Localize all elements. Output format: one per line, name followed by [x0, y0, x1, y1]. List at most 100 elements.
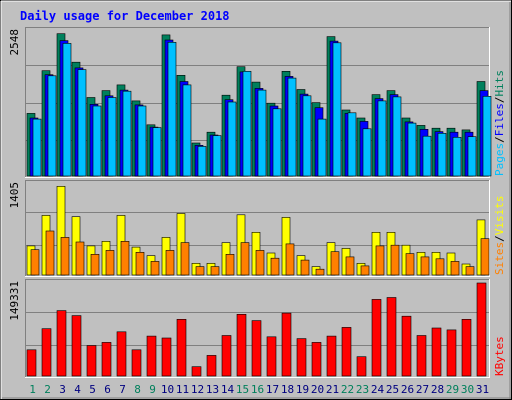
x-label-day-14: 14	[221, 383, 235, 396]
bar-sites-day-29	[450, 261, 460, 276]
bar-sites-day-27	[420, 256, 430, 276]
bar-sites-day-19	[300, 259, 310, 276]
bar-pages-day-19	[302, 95, 312, 177]
legend-separator: /	[493, 235, 506, 242]
bar-kbytes-day-9	[146, 335, 157, 377]
bar-kbytes-day-15	[236, 313, 247, 377]
legend-pages: Pages	[493, 143, 506, 176]
bar-kbytes-day-14	[221, 335, 232, 377]
bar-pages-day-1	[32, 118, 42, 177]
bar-pages-day-31	[482, 96, 492, 177]
bar-kbytes-day-27	[416, 335, 427, 377]
x-label-day-26: 26	[401, 383, 414, 396]
bar-kbytes-day-20	[311, 342, 322, 377]
bar-sites-day-31	[480, 238, 490, 276]
x-label-day-7: 7	[119, 383, 126, 396]
bar-pages-day-16	[257, 89, 267, 177]
bar-pages-day-17	[272, 108, 282, 177]
x-label-day-25: 25	[386, 383, 399, 396]
bar-pages-day-13	[212, 135, 222, 177]
x-label-day-24: 24	[371, 383, 385, 396]
bar-kbytes-day-19	[296, 338, 307, 377]
bar-pages-day-11	[182, 84, 192, 177]
bar-sites-day-30	[465, 266, 475, 276]
bar-pages-day-21	[332, 42, 342, 177]
x-label-day-12: 12	[191, 383, 204, 396]
x-label-day-4: 4	[74, 383, 81, 396]
x-label-day-23: 23	[356, 383, 369, 396]
x-label-day-2: 2	[44, 383, 51, 396]
bar-sites-day-14	[225, 254, 235, 276]
bar-kbytes-day-22	[341, 327, 352, 377]
bar-pages-day-10	[167, 41, 177, 177]
bar-sites-day-11	[180, 242, 190, 276]
x-axis-labels: 1 2 3 4 5 6 7 8 9 10 11 12 13 14 15 16 17 18 19 20 21 22 23 24 2…	[29, 383, 489, 396]
hits-panel: 2548 Pages/Files/Hits	[8, 27, 506, 178]
x-label-day-20: 20	[311, 383, 324, 396]
x-label-day-10: 10	[161, 383, 174, 396]
bar-sites-day-7	[120, 241, 130, 276]
bar-sites-day-17	[270, 257, 280, 276]
bar-kbytes-day-29	[446, 329, 457, 377]
bar-kbytes-day-24	[371, 299, 382, 377]
bar-pages-day-6	[107, 97, 117, 177]
kbytes-panel: 149331 KBytes	[8, 279, 506, 378]
x-label-day-3: 3	[59, 383, 66, 396]
bar-sites-day-28	[435, 258, 445, 276]
bar-sites-day-4	[75, 241, 85, 276]
visits-panel-ymax-label: 1405	[8, 182, 21, 209]
bar-kbytes-day-30	[461, 318, 472, 377]
bar-kbytes-day-25	[386, 297, 397, 377]
x-label-day-21: 21	[326, 383, 339, 396]
bar-sites-day-12	[195, 266, 205, 276]
x-label-day-8: 8	[134, 383, 141, 396]
bar-kbytes-day-7	[116, 331, 127, 377]
bar-pages-day-3	[62, 43, 72, 177]
bar-pages-day-8	[137, 105, 147, 177]
bar-kbytes-day-31	[476, 282, 487, 377]
bar-pages-day-12	[197, 146, 207, 177]
bar-kbytes-day-13	[206, 355, 217, 377]
bar-pages-day-4	[77, 69, 87, 177]
bar-kbytes-day-6	[101, 342, 112, 377]
bar-kbytes-day-2	[41, 328, 52, 377]
x-label-day-6: 6	[104, 383, 111, 396]
bar-kbytes-day-10	[161, 337, 172, 377]
bar-sites-day-24	[375, 245, 385, 276]
bar-pages-day-24	[377, 100, 387, 177]
bar-kbytes-day-8	[131, 349, 142, 377]
bar-kbytes-day-28	[431, 327, 442, 377]
chart-title: Daily usage for December 2018	[20, 9, 230, 23]
bar-sites-day-10	[165, 250, 175, 276]
x-label-day-27: 27	[416, 383, 429, 396]
bar-sites-day-26	[405, 253, 415, 276]
x-label-day-15: 15	[236, 383, 249, 396]
bar-sites-day-13	[210, 266, 220, 276]
bar-sites-day-23	[360, 265, 370, 276]
legend-visits: Visits	[493, 196, 506, 236]
x-label-day-5: 5	[89, 383, 96, 396]
bar-pages-day-28	[437, 133, 447, 177]
x-label-day-18: 18	[281, 383, 294, 396]
hits-panel-legend: Pages/Files/Hits	[493, 70, 506, 176]
bar-kbytes-day-4	[71, 315, 82, 377]
bar-pages-day-26	[407, 122, 417, 177]
bar-pages-day-7	[122, 90, 132, 177]
x-label-day-29: 29	[446, 383, 459, 396]
bar-pages-day-22	[347, 112, 357, 177]
hits-panel-ymax-label: 2548	[8, 29, 21, 56]
bar-kbytes-day-17	[266, 336, 277, 377]
legend-sites: Sites	[493, 242, 506, 275]
legend-separator: /	[493, 136, 506, 143]
bar-sites-day-25	[390, 244, 400, 276]
bar-kbytes-day-18	[281, 312, 292, 377]
bar-sites-day-5	[90, 254, 100, 276]
bar-sites-day-2	[45, 230, 55, 276]
chart-panels: 2548Pages/Files/Hits1405Sites/Visits1493…	[8, 27, 506, 378]
x-label-day-13: 13	[206, 383, 219, 396]
bar-pages-day-9	[152, 127, 162, 177]
bar-sites-day-6	[105, 250, 115, 276]
bar-kbytes-day-21	[326, 335, 337, 377]
